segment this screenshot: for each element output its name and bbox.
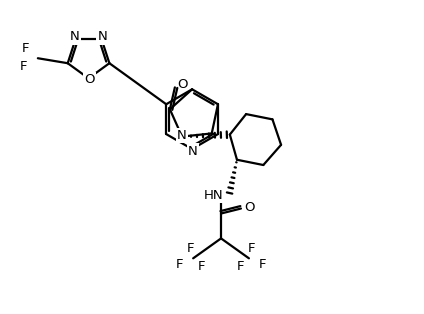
Text: F: F: [176, 258, 183, 271]
Text: N: N: [70, 30, 80, 43]
Text: F: F: [237, 260, 245, 273]
Text: F: F: [187, 242, 194, 255]
Text: N: N: [188, 144, 198, 158]
Text: F: F: [248, 242, 256, 255]
Text: O: O: [245, 201, 255, 214]
Text: F: F: [20, 60, 28, 73]
Text: N: N: [98, 30, 107, 43]
Text: O: O: [84, 73, 95, 86]
Text: O: O: [178, 78, 188, 91]
Text: F: F: [259, 258, 267, 271]
Text: F: F: [198, 260, 205, 273]
Text: N: N: [177, 129, 187, 142]
Text: HN: HN: [203, 189, 223, 202]
Text: F: F: [22, 42, 30, 55]
